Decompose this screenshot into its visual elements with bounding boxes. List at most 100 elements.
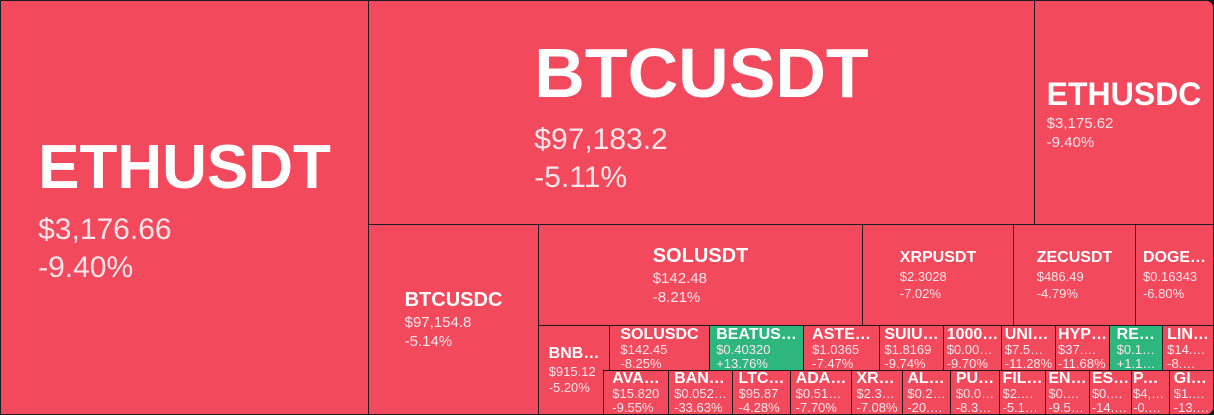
tile-gi[interactable]: GI… $1.… -13.… [1169,370,1214,415]
tile-ada[interactable]: ADA… $0.51… -7.70% [790,370,852,415]
tile-content: ES… $0.… -14.… [1092,370,1129,415]
tile-symbol: BTCUSDT [534,33,869,112]
tile-price: $0.00… [946,342,993,357]
tile-xrpusdt[interactable]: XRPUSDT $2.3028 -7.02% [862,224,1014,326]
tile-content: FIL… $2.… -5.1… [1003,370,1043,415]
tile-symbol: LTC… [738,370,785,387]
tile-content: ETHUSDC $3,175.62 -9.40% [1047,74,1202,152]
tile-content: AL… $0.2… -20.… [907,370,945,415]
tile-price: $95.87 [738,387,779,401]
tile-price: $0.0… [955,387,995,401]
tile-symbol: ZECUSDT [1036,249,1113,266]
tile-price: $486.49 [1036,269,1084,284]
tile-content: UNI… $7.5… -11.28% [1005,326,1052,371]
tile-beatus[interactable]: BEATUS… $0.40320 +13.76% [709,325,804,371]
tile-content: XRPUSDT $2.3028 -7.02% [900,248,976,302]
tile-al[interactable]: AL… $0.2… -20.… [902,370,951,415]
tile-change: -9.74% [884,356,926,371]
tile-re[interactable]: RE… $0.1… +1.1… [1109,325,1163,371]
tile-content: BAN… $0.052… -33.63% [674,370,727,415]
tile-change: +1.1… [1116,356,1156,371]
tile-change: +13.76% [716,356,768,371]
tile-btcusdt[interactable]: BTCUSDT $97,183.2 -5.11% [368,0,1035,225]
tile-doge[interactable]: DOGE… $0.16343 -6.80% [1135,224,1214,326]
tile-content: HYP… $37.… -11.68% [1058,326,1107,371]
tile-price: $2.3… [856,387,895,401]
tile-symbol: ES… [1091,370,1130,387]
tile-suiu[interactable]: SUIU… $1.8169 -9.74% [879,325,944,371]
tile-symbol: GI… [1173,370,1207,387]
tile-content: BTCUSDC $97,154.8 -5.14% [405,288,503,351]
tile-fil[interactable]: FIL… $2.… -5.1… [999,370,1046,415]
tile-change: -5.14% [404,333,453,350]
tile-1000[interactable]: 1000… $0.00… -9.70% [943,325,1002,371]
tile-content: EN… $0.… -9.5… [1048,370,1086,415]
tile-price: $915.12 [548,364,596,379]
tile-zecusdt[interactable]: ZECUSDT $486.49 -4.79% [1013,224,1136,326]
tile-change: -13.… [1173,401,1210,415]
tile-ban[interactable]: BAN… $0.052… -33.63% [668,370,733,415]
tile-symbol: DOGE… [1142,249,1207,266]
tile-pu[interactable]: PU… $0.0… -8.3… [950,370,1000,415]
tile-price: $1.0365 [812,342,860,357]
tile-symbol: UNI… [1004,325,1049,343]
tile-symbol: ADA… [795,370,847,387]
tile-symbol: EN… [1048,370,1087,387]
tile-change: -11.28% [1004,356,1053,371]
tile-symbol: ASTE… [812,325,871,343]
tile-en[interactable]: EN… $0.… -9.5… [1045,370,1090,415]
tile-change: -9.70% [946,356,988,371]
tile-change: -8.25% [620,356,662,371]
tile-price: $142.45 [620,342,668,357]
tile-change: -5.1… [1002,401,1038,415]
tile-symbol: HYP… [1058,325,1107,343]
tile-content: SOLUSDC $142.45 -8.25% [620,326,698,371]
tile-content: LTC… $95.87 -4.28% [739,370,785,415]
tile-btcusdc[interactable]: BTCUSDC $97,154.8 -5.14% [368,224,539,415]
tile-content: GI… $1.… -13.… [1174,370,1209,415]
tile-content: PA… $4,… -0.… [1133,370,1168,415]
tile-change: -9.55% [612,401,654,415]
tile-change: -7.47% [812,356,854,371]
tile-bnb[interactable]: BNB… $915.12 -5.20% [538,325,610,415]
tile-price: $3,176.66 [38,212,172,246]
tile-symbol: PU… [955,370,995,387]
tile-content: ZECUSDT $486.49 -4.79% [1037,248,1113,302]
tile-symbol: BEATUS… [716,325,797,343]
tile-ava[interactable]: AVA… $15.820 -9.55% [603,370,669,415]
tile-price: $2.… [1002,387,1034,401]
tile-price: $142.48 [652,269,707,287]
tile-content: RE… $0.1… +1.1… [1117,326,1156,371]
tile-uni[interactable]: UNI… $7.5… -11.28% [1001,325,1056,371]
tile-ltc[interactable]: LTC… $95.87 -4.28% [732,370,791,415]
tile-change: -11.68% [1058,356,1106,371]
tile-ethusdt[interactable]: ETHUSDT $3,176.66 -9.40% [0,0,369,415]
tile-content: DOGE… $0.16343 -6.80% [1143,248,1206,302]
tile-xr[interactable]: XR… $2.3… -7.08% [851,370,903,415]
tile-change: -4.79% [1036,286,1078,301]
tile-price: $2.3028 [899,269,947,284]
tile-content: ASTE… $1.0365 -7.47% [812,326,871,371]
tile-hyp[interactable]: HYP… $37.… -11.68% [1055,325,1110,371]
tile-pa[interactable]: PA… $4,… -0.… [1131,370,1170,415]
tile-ethusdc[interactable]: ETHUSDC $3,175.62 -9.40% [1034,0,1214,225]
tile-price: $0.… [1091,387,1123,401]
tile-price: $37.… [1058,342,1097,357]
tile-price: $1.… [1173,387,1205,401]
tile-symbol: XR… [856,370,895,387]
tile-price: $3,175.62 [1046,114,1114,132]
tile-content: BNB… $915.12 -5.20% [549,344,600,396]
tile-lin[interactable]: LIN… $14.… -8.… [1162,325,1214,371]
tile-aste[interactable]: ASTE… $1.0365 -7.47% [803,325,880,371]
tile-symbol: FIL… [1002,370,1043,387]
tile-price: $97,154.8 [404,314,472,331]
tile-solusdc[interactable]: SOLUSDC $142.45 -8.25% [609,325,710,371]
tile-change: -33.63% [674,401,723,415]
tile-price: $0.1… [1116,342,1155,357]
tile-solusdt[interactable]: SOLUSDT $142.48 -8.21% [538,224,863,326]
tile-change: -9.40% [1046,133,1095,151]
tile-symbol: PA… [1133,370,1168,387]
tile-price: $0.052… [674,387,727,401]
tile-es[interactable]: ES… $0.… -14.… [1089,370,1132,415]
